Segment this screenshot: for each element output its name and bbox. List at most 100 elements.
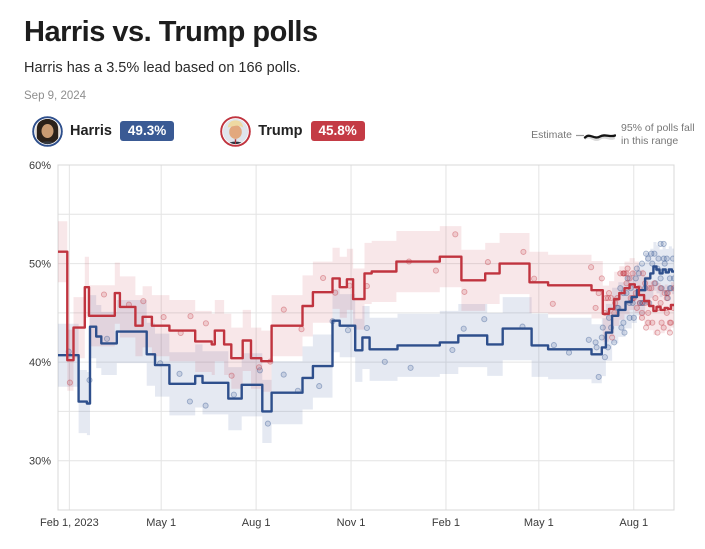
poll-dot bbox=[585, 336, 592, 343]
poll-dot bbox=[605, 290, 613, 297]
poll-dot bbox=[601, 354, 608, 361]
poll-dot bbox=[620, 270, 627, 277]
poll-dot bbox=[670, 285, 674, 292]
poll-dot bbox=[661, 290, 668, 297]
as-of-date: Sep 9, 2024 bbox=[24, 90, 87, 102]
poll-dot bbox=[635, 270, 642, 277]
poll-dot bbox=[103, 335, 111, 342]
poll-dot bbox=[599, 324, 606, 331]
poll-dot bbox=[643, 324, 650, 331]
poll-dot bbox=[432, 267, 439, 274]
poll-dot bbox=[652, 280, 659, 287]
poll-dot bbox=[461, 288, 468, 295]
x-axis-label: Feb 1, 2023 bbox=[40, 517, 99, 529]
poll-dot bbox=[660, 255, 667, 262]
y-axis-label: 60% bbox=[29, 160, 51, 172]
poll-dot bbox=[202, 320, 209, 327]
poll-dot bbox=[595, 373, 602, 380]
poll-dot bbox=[633, 265, 640, 272]
poll-dot bbox=[669, 255, 674, 262]
poll-dot bbox=[618, 324, 625, 331]
y-axis-label: 40% bbox=[29, 357, 51, 369]
poll-dot bbox=[623, 280, 630, 287]
x-axis-label: Aug 1 bbox=[242, 517, 271, 529]
poll-dot bbox=[663, 290, 670, 297]
poll-dot bbox=[649, 319, 656, 326]
poll-dot bbox=[664, 295, 671, 302]
poll-dot bbox=[633, 304, 640, 311]
poll-dot bbox=[660, 324, 667, 331]
poll-dot bbox=[316, 383, 323, 390]
trump-avatar bbox=[220, 115, 252, 147]
poll-dot bbox=[617, 270, 624, 277]
poll-dot bbox=[658, 319, 665, 326]
poll-dot bbox=[648, 285, 655, 292]
poll-dot bbox=[661, 260, 668, 267]
poll-dot bbox=[651, 280, 658, 287]
poll-dot bbox=[66, 379, 73, 386]
poll-dot bbox=[621, 329, 628, 336]
poll-dot bbox=[481, 316, 488, 323]
poll-dot bbox=[363, 324, 370, 332]
poll-dot bbox=[624, 265, 631, 272]
poll-dot bbox=[663, 295, 670, 302]
poll-dot bbox=[646, 285, 653, 292]
trump-line bbox=[58, 250, 674, 363]
poll-dot bbox=[632, 275, 639, 282]
poll-dot bbox=[598, 275, 605, 282]
poll-dot bbox=[645, 309, 652, 316]
poll-dot bbox=[667, 285, 674, 292]
poll-dot bbox=[621, 270, 628, 277]
page-title: Harris vs. Trump polls bbox=[24, 16, 318, 48]
poll-dot bbox=[617, 285, 624, 292]
poll-dot bbox=[630, 314, 637, 321]
candidate-legend: Harris 49.3% Trump 45.8% bbox=[32, 114, 411, 148]
poll-dot bbox=[666, 319, 673, 326]
trump-legend-item: Trump 45.8% bbox=[220, 115, 365, 147]
poll-dot bbox=[636, 299, 643, 307]
poll-dot bbox=[604, 295, 612, 302]
harris-value-badge: 49.3% bbox=[119, 121, 175, 141]
poll-dot bbox=[280, 306, 287, 313]
poll-dot bbox=[202, 402, 209, 409]
poll-dot bbox=[449, 346, 456, 354]
harris-poll-dots bbox=[65, 240, 674, 427]
axis-labels: Feb 1, 2023 May 1 Aug 1 Nov 1 Feb 1 May 1 Aug … bbox=[29, 160, 648, 529]
poll-dot bbox=[344, 327, 352, 334]
poll-dot bbox=[638, 260, 646, 267]
poll-dot bbox=[592, 304, 599, 311]
poll-dot bbox=[140, 298, 147, 305]
plot-border bbox=[57, 164, 675, 511]
poll-dot bbox=[531, 275, 538, 282]
poll-dot bbox=[657, 299, 664, 307]
harris-name: Harris bbox=[70, 123, 112, 139]
poll-dot bbox=[588, 264, 595, 271]
trump-value-badge: 45.8% bbox=[310, 121, 365, 141]
poll-dot bbox=[651, 250, 658, 257]
poll-dot bbox=[230, 391, 237, 398]
poll-dot bbox=[643, 250, 650, 257]
poll-dot bbox=[666, 275, 673, 282]
x-axis-label: Nov 1 bbox=[337, 517, 366, 529]
poll-dot bbox=[657, 240, 664, 247]
estimate-lines bbox=[58, 250, 674, 413]
poll-dot bbox=[565, 349, 573, 356]
poll-dot bbox=[629, 270, 636, 277]
poll-dot bbox=[645, 319, 652, 326]
poll-dot bbox=[658, 285, 665, 292]
poll-dot bbox=[298, 326, 305, 333]
x-axis-label: Aug 1 bbox=[619, 517, 648, 529]
poll-dot bbox=[654, 329, 661, 336]
poll-dot bbox=[186, 398, 193, 405]
poll-dot bbox=[100, 291, 108, 298]
trump-name: Trump bbox=[258, 123, 303, 139]
poll-dot bbox=[636, 299, 643, 307]
y-axis-label: 50% bbox=[29, 259, 51, 271]
poll-dot bbox=[663, 309, 670, 316]
x-axis-label: Feb 1 bbox=[432, 517, 460, 529]
poll-dot bbox=[264, 420, 271, 427]
poll-dot bbox=[667, 319, 674, 326]
page-subtitle: Harris has a 3.5% lead based on 166 poll… bbox=[24, 60, 301, 76]
poll-dot bbox=[550, 342, 557, 349]
